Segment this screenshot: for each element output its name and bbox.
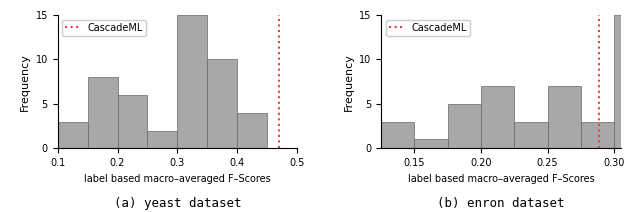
Legend: CascadeML: CascadeML [63,20,146,36]
Bar [118,95,147,148]
Bar [581,122,614,148]
Y-axis label: Frequency: Frequency [344,53,353,110]
X-axis label: label based macro–averaged F–Scores: label based macro–averaged F–Scores [408,174,595,184]
Bar [237,113,268,148]
Legend: CascadeML: CascadeML [386,20,470,36]
Bar [177,15,207,148]
Bar [548,86,581,148]
Bar [207,59,237,148]
Text: (a) yeast dataset: (a) yeast dataset [114,197,241,210]
Bar [58,122,88,148]
Bar [88,77,118,148]
Bar [481,86,515,148]
Bar [614,15,640,148]
Y-axis label: Frequency: Frequency [20,53,30,110]
Bar [448,104,481,148]
Bar [381,122,415,148]
Bar [515,122,548,148]
Bar [147,131,177,148]
X-axis label: label based macro–averaged F–Scores: label based macro–averaged F–Scores [84,174,271,184]
Text: (b) enron dataset: (b) enron dataset [437,197,564,210]
Bar [415,139,448,148]
